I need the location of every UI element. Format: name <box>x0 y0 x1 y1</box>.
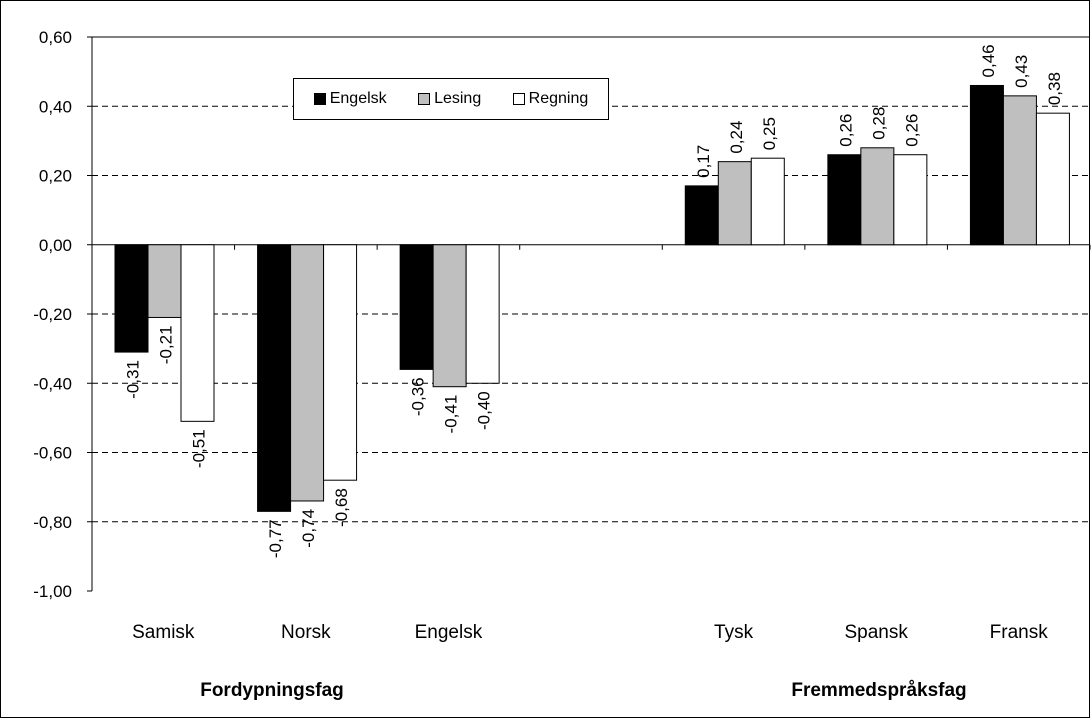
y-tick-label: -1,00 <box>33 582 72 601</box>
category-label: Norsk <box>281 622 331 643</box>
bar <box>147 244 182 318</box>
bar <box>860 147 895 246</box>
group-label-fordypningsfag: Fordypningsfag <box>200 680 344 701</box>
legend-label-engelsk: Engelsk <box>329 90 387 107</box>
bar <box>893 154 928 246</box>
y-tick-label: -0,60 <box>33 444 72 463</box>
data-label: 0,24 <box>727 121 746 154</box>
data-label: -0,31 <box>124 360 143 399</box>
group-label-fremmedspraksfag: Fremmedspråksfag <box>791 680 967 701</box>
legend-item-lesing: Lesing <box>418 90 481 108</box>
bar <box>323 244 358 481</box>
legend: Engelsk Lesing Regning <box>293 78 609 120</box>
bar <box>1035 112 1070 246</box>
data-label: 0,28 <box>869 107 888 140</box>
bar <box>684 185 719 246</box>
data-label: -0,77 <box>266 519 285 558</box>
y-tick-label: -0,80 <box>33 513 72 532</box>
y-tick-label: 0,00 <box>39 236 72 255</box>
bar <box>432 244 467 388</box>
y-tick-label: 0,40 <box>39 97 72 116</box>
y-tick-label: -0,20 <box>33 305 72 324</box>
y-tick-label: 0,60 <box>39 28 72 47</box>
legend-swatch-regning <box>512 93 525 105</box>
legend-item-engelsk: Engelsk <box>313 90 387 108</box>
category-label: Engelsk <box>415 622 483 643</box>
data-label: -0,51 <box>190 429 209 468</box>
y-tick-label: 0,20 <box>39 167 72 186</box>
data-label: -0,36 <box>409 377 428 416</box>
data-label: -0,41 <box>442 395 461 434</box>
bar <box>827 154 862 246</box>
category-label: Samisk <box>132 622 195 643</box>
legend-label-lesing: Lesing <box>434 90 482 107</box>
legend-swatch-lesing <box>418 93 431 105</box>
data-label: 0,26 <box>836 114 855 147</box>
data-label: 0,26 <box>902 114 921 147</box>
data-label: -0,68 <box>332 488 351 527</box>
data-label: -0,21 <box>157 325 176 364</box>
data-label: -0,40 <box>475 391 494 430</box>
bar <box>969 84 1004 246</box>
bar <box>257 244 292 512</box>
bar <box>290 244 325 502</box>
legend-label-regning: Regning <box>528 90 589 107</box>
data-label: 0,46 <box>979 44 998 77</box>
bar <box>750 157 785 246</box>
data-label: 0,38 <box>1045 72 1064 105</box>
bar <box>717 161 752 246</box>
bar <box>399 244 434 370</box>
category-label: Fransk <box>990 622 1049 643</box>
legend-item-regning: Regning <box>512 90 589 108</box>
data-label: 0,25 <box>760 117 779 150</box>
bar <box>180 244 215 422</box>
y-tick-label: -0,40 <box>33 374 72 393</box>
bar <box>114 244 149 353</box>
data-label: 0,43 <box>1012 55 1031 88</box>
legend-swatch-engelsk <box>313 93 326 105</box>
data-label: -0,74 <box>299 509 318 548</box>
bar <box>1002 95 1037 246</box>
bar <box>465 244 500 384</box>
data-label: 0,17 <box>694 145 713 178</box>
category-label: Tysk <box>714 622 754 643</box>
category-label: Spansk <box>844 622 908 643</box>
